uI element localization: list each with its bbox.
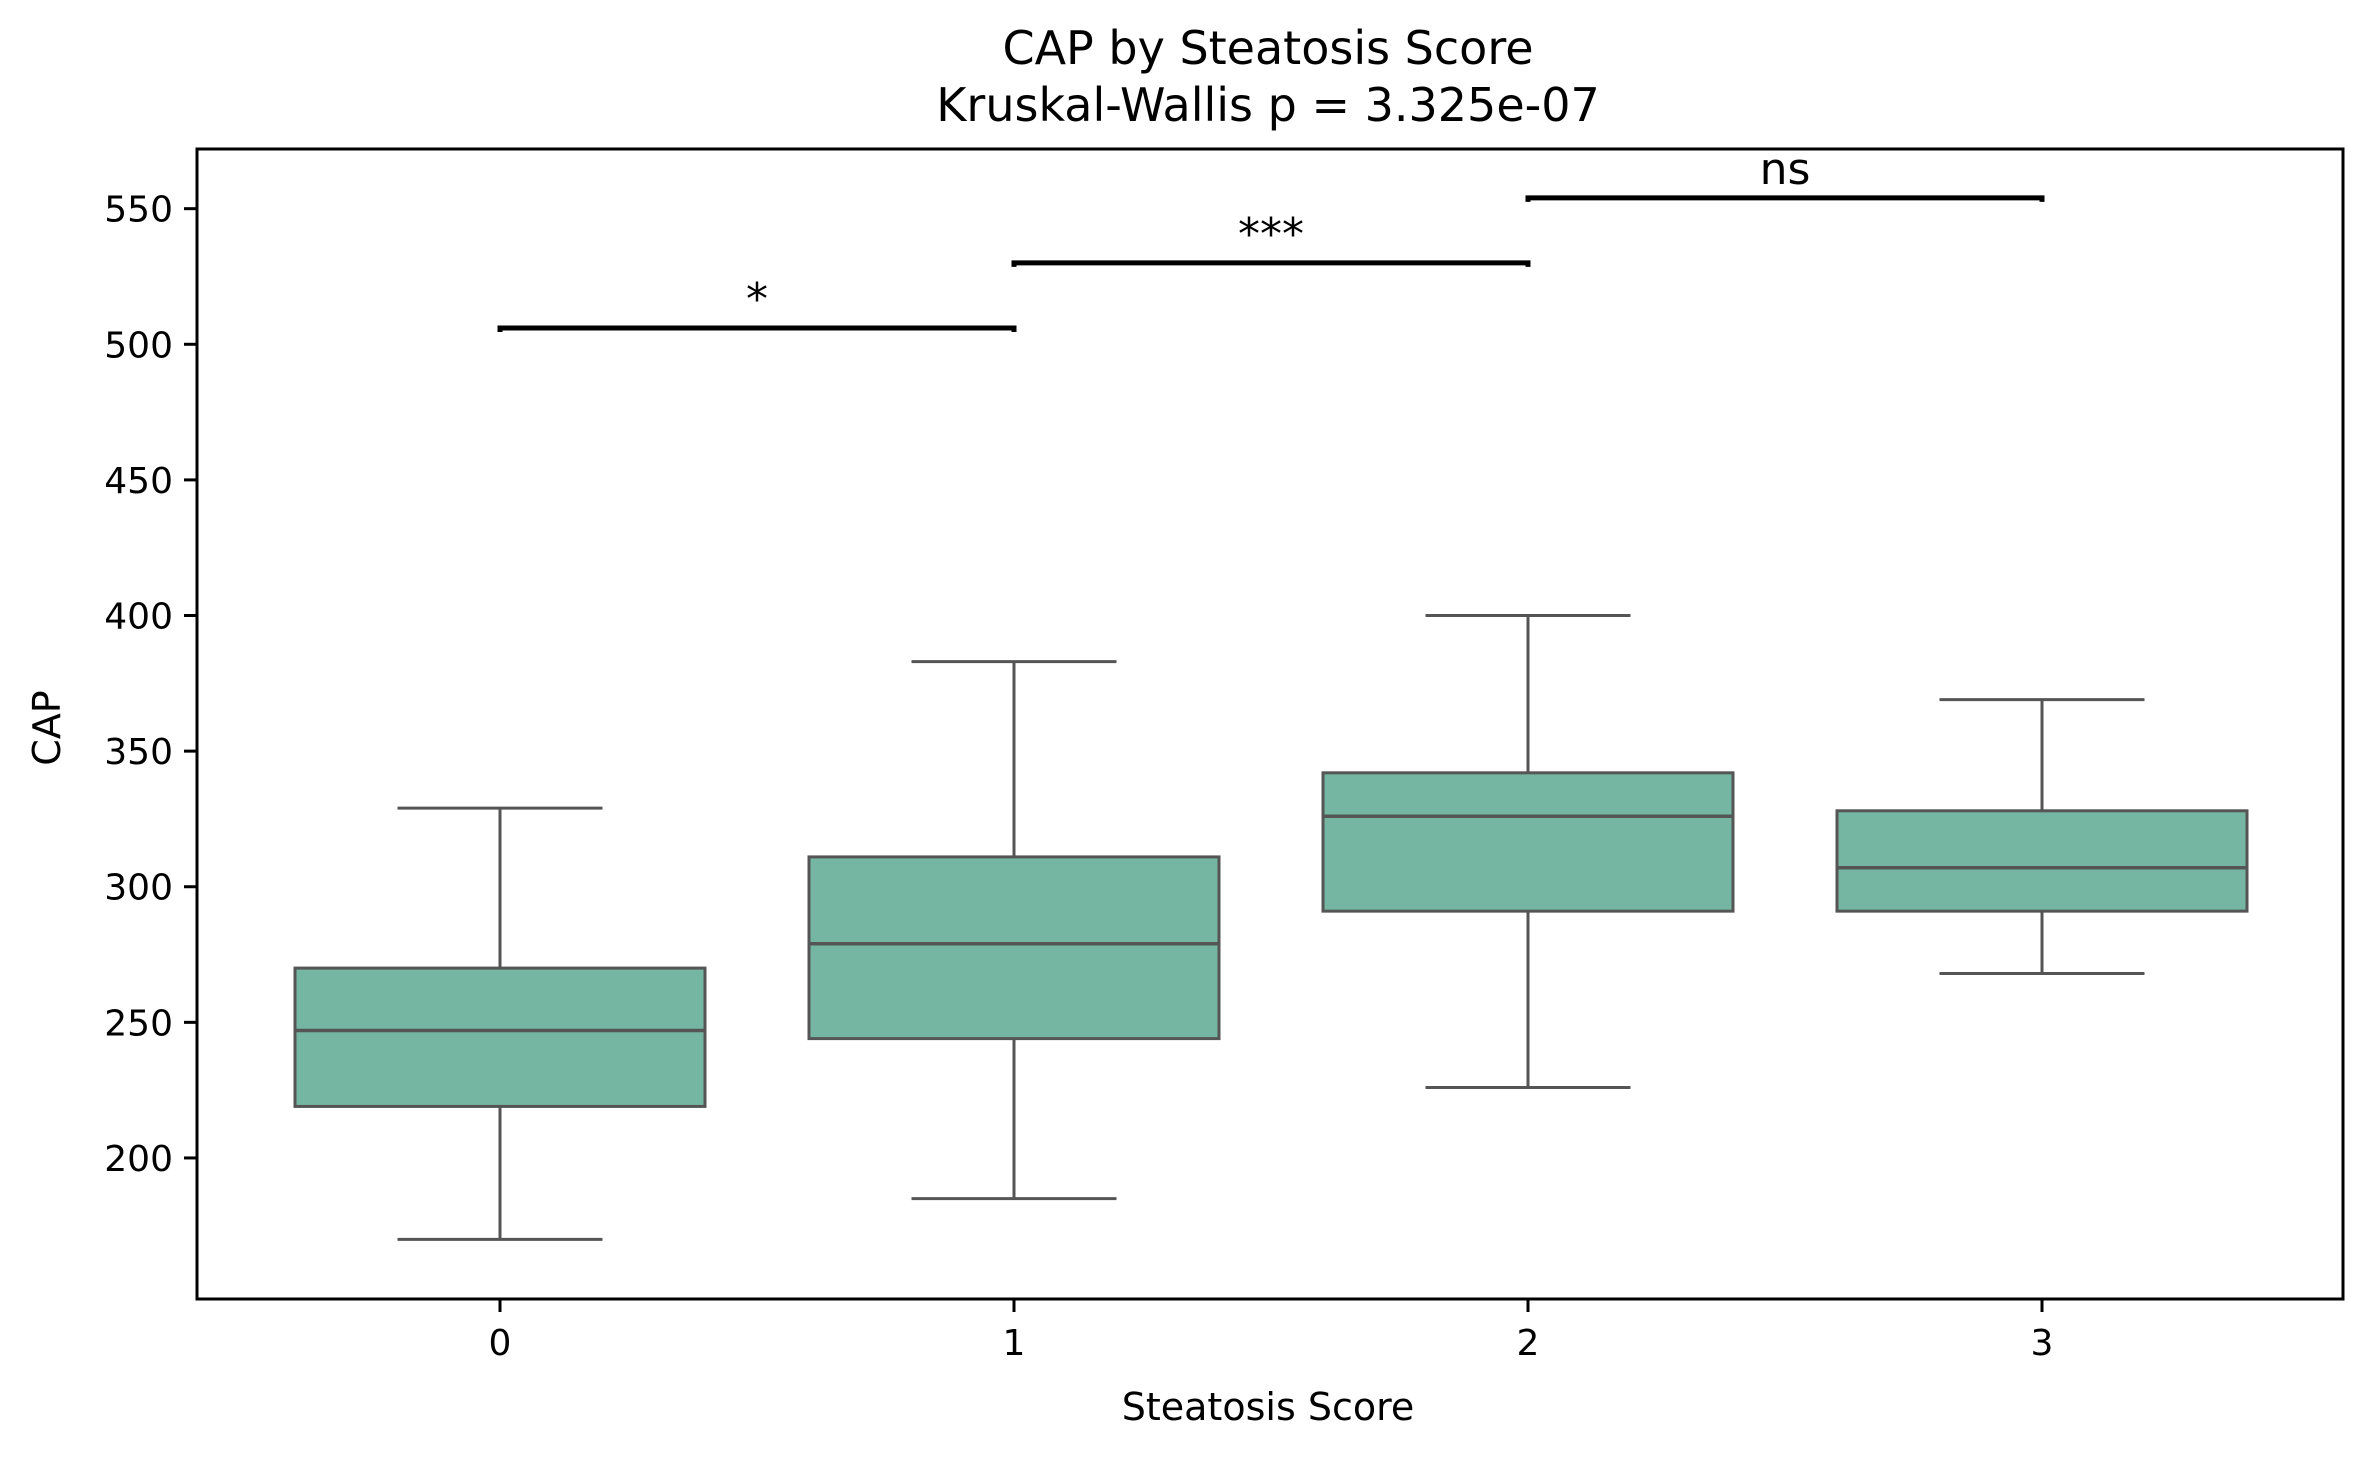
x-axis-label: Steatosis Score [1122, 1385, 1415, 1429]
x-tick-label: 0 [489, 1323, 512, 1364]
y-tick-label: 250 [104, 1003, 173, 1044]
significance-bracket [1011, 260, 1531, 267]
box-iqr [1321, 771, 1735, 913]
y-tick-label: 300 [104, 868, 173, 909]
y-tick-label: 200 [104, 1139, 173, 1180]
significance-label: * [746, 274, 768, 325]
chart-title: CAP by Steatosis Score [1002, 21, 1533, 75]
plot-frame [195, 147, 2345, 1301]
y-tick-label: 450 [104, 461, 173, 502]
significance-label: *** [1238, 209, 1304, 260]
y-axis-label: CAP [25, 690, 69, 765]
x-tick-label: 1 [1003, 1323, 1026, 1364]
x-tick-label: 3 [2031, 1323, 2054, 1364]
significance-label: ns [1760, 144, 1811, 195]
chart-subtitle: Kruskal-Wallis p = 3.325e-07 [936, 78, 1600, 132]
y-tick-label: 350 [104, 732, 173, 773]
x-tick-label: 2 [1517, 1323, 1540, 1364]
significance-bracket [497, 325, 1017, 333]
significance-bracket [1525, 195, 2045, 202]
y-tick-label: 400 [104, 597, 173, 638]
box-iqr [1835, 809, 2249, 913]
y-tick-label: 550 [104, 190, 173, 231]
y-tick-label: 500 [104, 325, 173, 366]
box-iqr [807, 855, 1221, 1041]
box-iqr [293, 966, 707, 1108]
